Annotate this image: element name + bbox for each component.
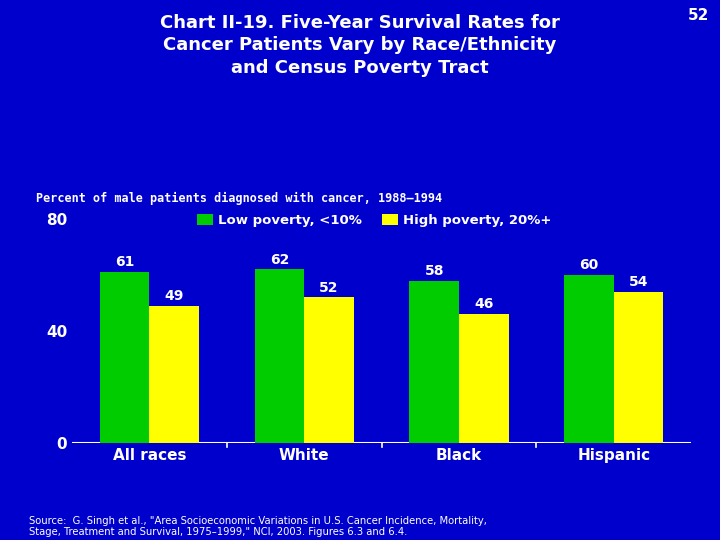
Text: 52: 52 — [688, 8, 709, 23]
Text: 52: 52 — [319, 281, 338, 295]
Text: 54: 54 — [629, 275, 648, 289]
Bar — [150, 306, 199, 443]
Text: 61: 61 — [115, 255, 135, 269]
Bar — [564, 275, 613, 443]
Bar — [410, 281, 459, 443]
Text: Source:  G. Singh et al., "Area Socioeconomic Variations in U.S. Cancer Incidenc: Source: G. Singh et al., "Area Socioecon… — [29, 516, 487, 537]
Text: 60: 60 — [580, 258, 598, 272]
Legend: Low poverty, <10%, High poverty, 20%+: Low poverty, <10%, High poverty, 20%+ — [192, 209, 557, 233]
Text: 46: 46 — [474, 298, 493, 312]
Text: 62: 62 — [270, 253, 289, 267]
Text: 58: 58 — [425, 264, 444, 278]
Text: 49: 49 — [164, 289, 184, 303]
Bar — [255, 269, 304, 443]
Bar — [304, 298, 354, 443]
Bar — [613, 292, 663, 443]
Text: Chart II-19. Five-Year Survival Rates for
Cancer Patients Vary by Race/Ethnicity: Chart II-19. Five-Year Survival Rates fo… — [160, 14, 560, 77]
Bar — [459, 314, 508, 443]
Bar — [100, 272, 150, 443]
Text: Percent of male patients diagnosed with cancer, 1988–1994: Percent of male patients diagnosed with … — [36, 192, 442, 205]
